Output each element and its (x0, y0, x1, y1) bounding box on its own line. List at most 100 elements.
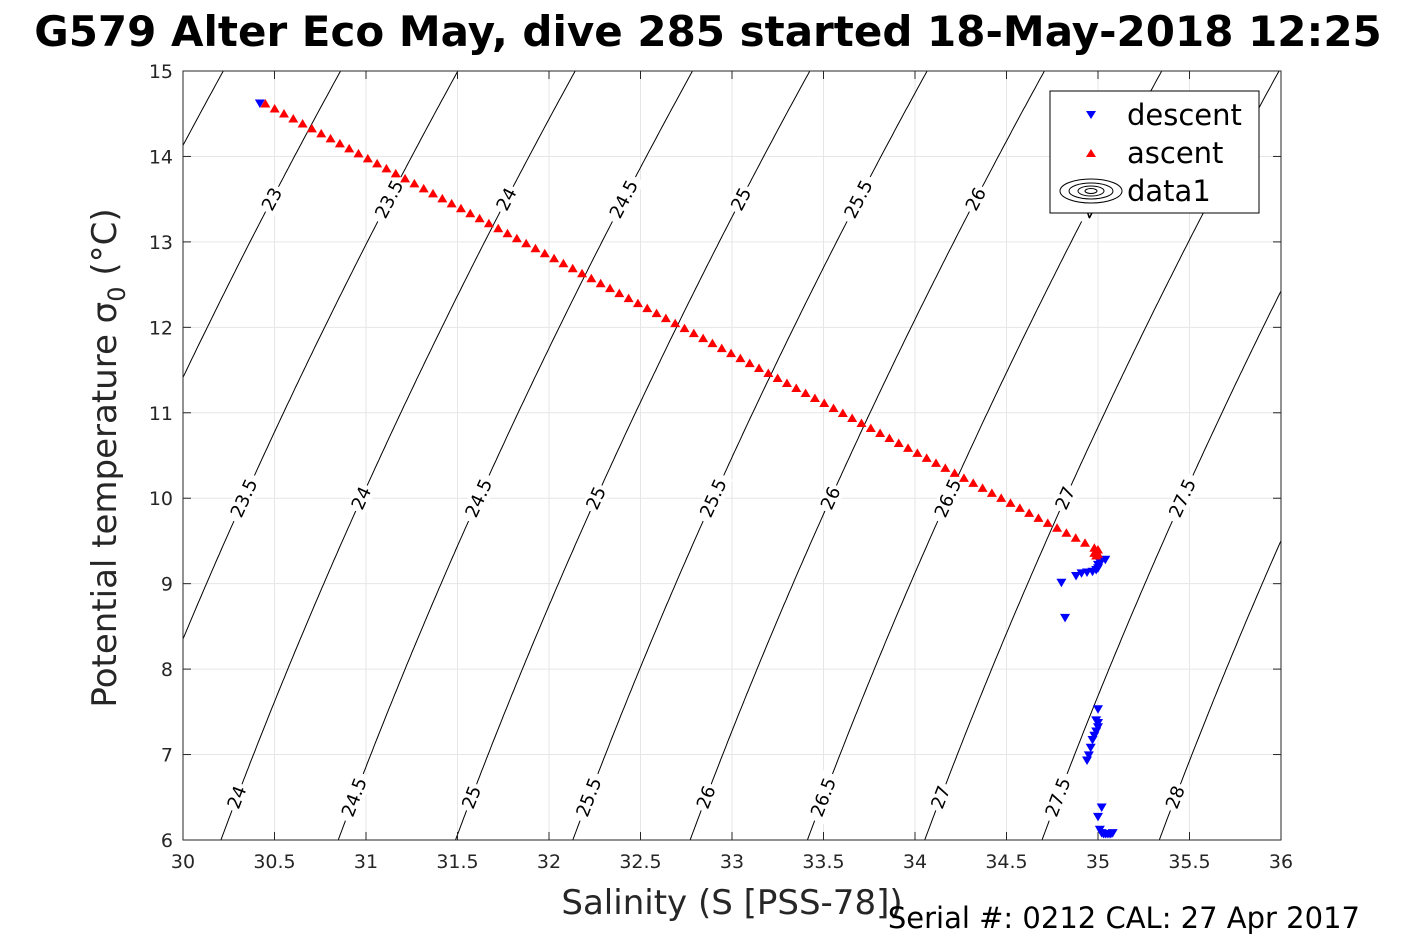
ascent-marker (316, 128, 327, 138)
ascent-marker (502, 228, 513, 238)
ascent-marker (642, 303, 653, 313)
ascent-marker (912, 448, 923, 457)
ascent-marker (1091, 550, 1102, 560)
y-tick-label: 11 (149, 403, 173, 425)
ascent-marker (390, 168, 401, 178)
ascent-marker (707, 338, 718, 348)
contour-label-bg (960, 182, 992, 217)
contour-label-bg (459, 471, 499, 526)
ascent-marker (586, 273, 597, 283)
ascent-marker (1005, 498, 1016, 507)
ascent-marker (614, 288, 625, 298)
ascent-marker (828, 403, 839, 412)
ascent-marker (400, 173, 411, 183)
x-tick-label: 36 (1269, 851, 1293, 873)
descent-marker (1060, 613, 1071, 623)
descent-marker (1091, 716, 1102, 725)
ascent-marker (539, 248, 550, 258)
x-tick-label: 35 (1086, 851, 1110, 873)
ascent-marker (865, 423, 876, 432)
contour-label-bg (346, 481, 377, 516)
ascent-marker (837, 408, 848, 417)
contour-line (1158, 539, 1281, 840)
y-tick-label: 9 (161, 574, 173, 596)
contour-label-bg (581, 481, 611, 516)
chart-title: G579 Alter Eco May, dive 285 started 18-… (34, 7, 1382, 56)
ascent-marker (735, 353, 746, 363)
ascent-marker (949, 468, 960, 477)
x-tick-label: 34.5 (985, 851, 1027, 873)
descent-marker (1096, 803, 1107, 813)
ascent-marker (297, 118, 308, 128)
legend[interactable]: descent ascent data1 (1049, 90, 1260, 214)
ascent-marker (968, 478, 979, 487)
ascent-marker (269, 103, 280, 113)
ascent-marker (511, 233, 522, 243)
contour-label-group: 28 (1161, 780, 1190, 814)
ascent-marker (278, 108, 289, 118)
y-tick-label: 15 (149, 61, 173, 83)
ascent-marker (567, 263, 578, 273)
ascent-marker (306, 123, 317, 133)
ascent-marker (1061, 528, 1072, 537)
ascent-marker (772, 373, 783, 383)
descent-marker (1056, 578, 1067, 588)
ascent-marker (903, 443, 914, 452)
axis-ticks: 30 30.5 31 31.5 32 32.5 33 33.5 34 34.5 35 35.5 36 6 7… (149, 61, 1293, 873)
contour-label-bg (570, 770, 608, 825)
x-tick-label: 32 (537, 851, 561, 873)
legend-data1-label: data1 (1127, 174, 1211, 208)
contour-label-bg (1161, 780, 1190, 814)
descent-marker (1083, 751, 1094, 760)
y-tick-label: 10 (149, 488, 173, 510)
x-axis-label: Salinity (S [PSS-78]) (561, 883, 902, 923)
ascent-marker (651, 308, 662, 318)
x-tick-label: 32.5 (619, 851, 661, 873)
ascent-marker (670, 318, 681, 328)
ascent-marker (483, 218, 494, 228)
descent-marker (1100, 555, 1111, 565)
ascent-marker (1052, 523, 1063, 532)
serial-cal-footer: Serial #: 0212 CAL: 27 Apr 2017 (888, 901, 1360, 935)
ascent-marker (856, 418, 867, 427)
contour-label-bg (1050, 481, 1081, 516)
ascent-marker (940, 463, 951, 472)
x-tick-label: 31 (354, 851, 378, 873)
contour-label-bg (815, 481, 846, 516)
contour-label-bg (838, 172, 880, 226)
ascent-marker (791, 383, 802, 393)
contour-label-bg (805, 770, 842, 825)
x-tick-label: 34 (903, 851, 927, 873)
ascent-marker (260, 98, 271, 108)
legend-ascent-label: ascent (1127, 136, 1223, 170)
legend-contour-icon (1059, 178, 1123, 204)
ascent-marker (754, 363, 765, 373)
ascent-marker (474, 213, 485, 223)
x-tick-label: 30.5 (253, 851, 295, 873)
legend-descent-label: descent (1127, 98, 1242, 132)
ascent-marker (809, 393, 820, 403)
descent-marker (1093, 723, 1103, 732)
ascent-marker (353, 148, 364, 158)
ascent-marker (493, 223, 504, 233)
contour-label-bg (725, 182, 757, 217)
ascent-marker (1042, 518, 1053, 527)
contour-label-bg (224, 471, 264, 526)
ascent-marker (763, 368, 774, 378)
ascent-marker (465, 208, 476, 218)
x-tick-label: 31.5 (436, 851, 478, 873)
ascent-marker (1033, 513, 1044, 522)
descent-marker (1085, 743, 1096, 753)
contour-line (1041, 289, 1281, 840)
contour-label-bg (691, 780, 721, 814)
ascent-marker (958, 473, 969, 482)
x-tick-label: 33.5 (802, 851, 844, 873)
x-tick-label: 35.5 (1168, 851, 1210, 873)
ascent-marker (977, 483, 988, 492)
y-tick-label: 14 (149, 146, 173, 168)
y-tick-label: 8 (161, 659, 173, 681)
descent-marker (1093, 705, 1103, 714)
ascent-marker (660, 313, 671, 323)
ascent-marker (437, 193, 448, 203)
